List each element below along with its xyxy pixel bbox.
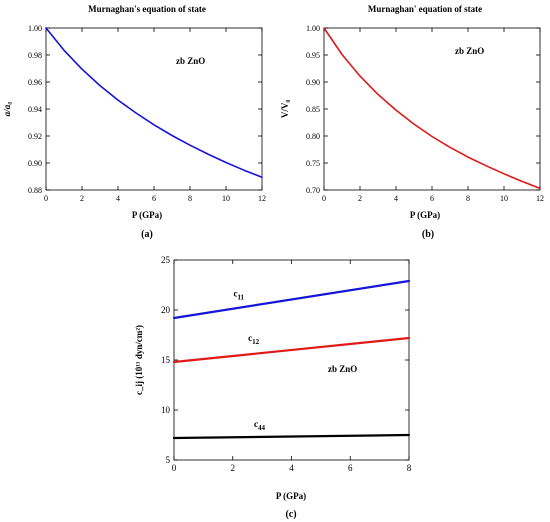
y-tick-label: 0.85 <box>306 105 320 114</box>
x-tick-label: 6 <box>430 194 434 203</box>
y-tick-label: 0.70 <box>306 186 320 195</box>
y-tick-label: 0.75 <box>306 159 320 168</box>
panel-b-frame <box>323 27 541 191</box>
panel-c: 0 2 4 6 8 5 10 15 20 25 c11 c12 c44 zb ZnO P (GPa)… <box>134 255 412 520</box>
x-tick-label: 12 <box>258 194 266 203</box>
series-line-1 <box>45 27 263 179</box>
panel-c-x-ticks: 0 2 4 6 8 <box>172 260 412 473</box>
y-tick-label: 0.95 <box>306 51 320 60</box>
panel-b-y-label: V/V₀ <box>280 100 290 118</box>
x-tick-label: 2 <box>358 194 362 203</box>
panel-a-x-label: P (GPa) <box>132 210 162 220</box>
y-tick-label: 0.90 <box>306 78 320 87</box>
panel-a-frame <box>45 27 263 191</box>
x-tick-label: 12 <box>536 194 544 203</box>
panel-a-label: (a) <box>141 229 153 240</box>
panel-a-series <box>45 27 263 179</box>
panel-b-annotation: zb ZnO <box>455 46 484 56</box>
x-tick-label: 4 <box>394 194 398 203</box>
x-tick-label: 2 <box>80 194 84 203</box>
y-tick-label: 0.92 <box>28 132 42 141</box>
x-tick-label: 6 <box>152 194 156 203</box>
y-tick-label: 0.90 <box>28 159 42 168</box>
panel-a: Murnaghan's equation of state 0 2 4 6 8 10 12 … <box>2 4 266 240</box>
series-line-c12 <box>172 336 411 364</box>
panel-a-y-label: a/a₀ <box>2 102 12 117</box>
panel-a-annotation: zb ZnO <box>176 56 205 66</box>
y-tick-label: 0.88 <box>28 186 42 195</box>
x-tick-label: 4 <box>116 194 120 203</box>
panel-b-x-label: P (GPa) <box>410 210 440 220</box>
panel-c-y-label: c_ij (10¹¹ dyn/cm²) <box>134 325 144 395</box>
y-tick-label: 0.98 <box>28 51 42 60</box>
series-line-1 <box>323 27 541 190</box>
x-tick-label: 4 <box>289 463 294 473</box>
x-tick-label: 10 <box>500 194 508 203</box>
panel-c-series <box>172 279 411 440</box>
x-tick-label: 0 <box>322 194 326 203</box>
x-tick-label: 10 <box>222 194 230 203</box>
x-tick-label: 2 <box>231 463 236 473</box>
y-tick-label: 25 <box>161 255 171 265</box>
panel-b: Murnaghan' equation of state 0 2 4 6 8 10 12 0… <box>280 4 544 240</box>
panel-c-label: (c) <box>285 509 296 520</box>
y-tick-label: 0.96 <box>28 78 42 87</box>
x-tick-label: 0 <box>44 194 48 203</box>
y-tick-label: 10 <box>161 405 171 415</box>
panel-a-y-ticks: 0.88 0.90 0.92 0.94 0.96 0.98 1.00 <box>28 24 262 195</box>
series-line-c11 <box>172 279 411 320</box>
panel-c-y-ticks: 5 10 15 20 25 <box>161 255 409 465</box>
panel-b-label: (b) <box>422 229 434 240</box>
y-tick-label: 15 <box>161 355 171 365</box>
y-tick-label: 1.00 <box>306 24 320 33</box>
panel-c-annotation: zb ZnO <box>328 364 357 374</box>
series-line-c44 <box>172 433 411 440</box>
panel-c-x-label: P (GPa) <box>276 491 306 501</box>
y-tick-label: 0.80 <box>306 132 320 141</box>
panel-b-y-ticks: 0.70 0.75 0.80 0.85 0.90 0.95 1.00 <box>306 24 540 195</box>
series-label-c44: c44 <box>254 419 266 432</box>
panel-b-title: Murnaghan' equation of state <box>368 4 482 14</box>
x-tick-label: 8 <box>188 194 192 203</box>
y-tick-label: 1.00 <box>28 24 42 33</box>
panel-a-title: Murnaghan's equation of state <box>88 4 206 14</box>
x-tick-label: 6 <box>348 463 353 473</box>
x-tick-label: 0 <box>172 463 177 473</box>
panel-c-frame <box>173 259 410 461</box>
y-tick-label: 0.94 <box>28 105 42 114</box>
panel-c-series-labels: c11 c12 c44 <box>233 288 265 431</box>
series-label-c12: c12 <box>248 333 260 346</box>
y-tick-label: 5 <box>166 455 171 465</box>
panel-a-x-ticks: 0 2 4 6 8 10 12 <box>44 28 266 203</box>
x-tick-label: 8 <box>407 463 412 473</box>
x-tick-label: 8 <box>466 194 470 203</box>
series-label-c11: c11 <box>233 288 244 301</box>
panel-b-series <box>323 27 541 190</box>
y-tick-label: 20 <box>161 305 171 315</box>
